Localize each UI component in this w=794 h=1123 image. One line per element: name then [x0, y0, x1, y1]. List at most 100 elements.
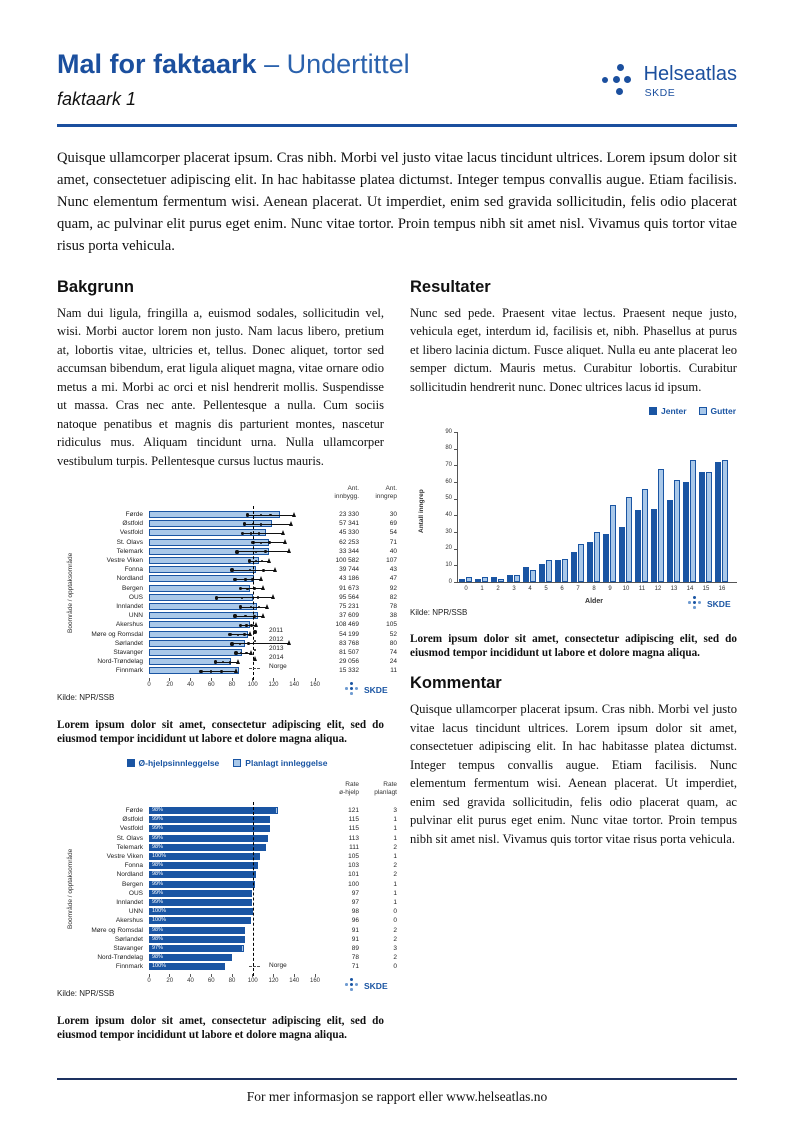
x-tick-label: 16 [718, 586, 726, 593]
error-line [240, 606, 268, 608]
legend-year-label: 2011 [269, 627, 283, 635]
y-tick-label: 60 [445, 478, 452, 485]
row-label: Østfold [122, 520, 143, 528]
legend-item: Gutter [698, 406, 736, 416]
chart1-caption: Lorem ipsum dolor sit amet, consectetur … [57, 719, 384, 746]
value-col-2: 2 [393, 935, 397, 943]
marker-2014 [233, 667, 238, 673]
marker-2013 [243, 633, 246, 637]
x-tick-label: 80 [228, 681, 236, 688]
bar-ohjelp: 99% [149, 880, 253, 888]
marker-2012 [259, 541, 263, 544]
x-tick-label: 100 [247, 681, 258, 688]
bar-gutter [497, 578, 504, 583]
bar-jenter [491, 577, 497, 583]
bar-ohjelp: 100% [149, 963, 223, 971]
y-tick-label: 50 [445, 495, 452, 502]
skde-logo-label: SKDE [364, 981, 388, 992]
x-tick-label: 11 [638, 586, 646, 593]
x-tick-label: 1 [480, 586, 484, 593]
document-label: faktaark 1 [57, 88, 137, 109]
value-col-2: 1 [393, 880, 397, 888]
value-col-2: 30 [389, 511, 397, 519]
value-col-1: 115 [348, 816, 359, 824]
marker-2014 [254, 621, 259, 627]
value-col-1: 97 [351, 889, 359, 897]
value-col-1: 95 564 [339, 593, 359, 601]
bar-planlagt [268, 816, 271, 824]
value-col-2: 54 [389, 529, 397, 537]
skde-logo-dot [688, 601, 691, 604]
bar-gutter [641, 488, 648, 583]
marker-2011 [238, 586, 243, 591]
chart-source: Kilde: NPR/SSB [57, 692, 115, 702]
y-tick-label: 70 [445, 461, 452, 468]
error-line [235, 615, 264, 617]
error-line [240, 588, 264, 590]
marker-2013 [256, 596, 260, 600]
value-col-1: 103 [348, 862, 359, 870]
row-label: Innlandet [116, 899, 143, 907]
skde-logo-dot [693, 596, 696, 600]
x-tick-label: 13 [670, 586, 678, 593]
page-header: Mal for faktaark – Undertittel faktaark … [57, 49, 737, 127]
bar-gutter [689, 460, 696, 583]
value-col-2: 2 [393, 871, 397, 879]
footer-text: For mer informasjon se rapport eller www… [246, 1089, 548, 1104]
value-col-1: 81 507 [339, 649, 359, 657]
y-tick [454, 498, 457, 500]
value-col-2: 2 [393, 926, 397, 934]
marker-2011 [199, 669, 203, 674]
value-col-1: 39 744 [339, 566, 359, 574]
bar-ohjelp: 99% [149, 899, 250, 907]
legend-item: Ø-hjelpsinnleggelse [126, 758, 219, 768]
norge-reference-line [252, 506, 254, 680]
marker-2014 [266, 557, 271, 563]
bar-gutter [625, 497, 632, 583]
marker-2013 [228, 660, 232, 664]
x-tick [314, 677, 316, 681]
value-col-1: 54 199 [339, 630, 359, 638]
error-line [232, 643, 290, 645]
intro-paragraph: Quisque ullamcorper placerat ipsum. Cras… [57, 149, 737, 255]
header-divider [57, 123, 737, 127]
error-line [232, 569, 276, 571]
marker-2013 [253, 614, 257, 618]
x-tick [169, 973, 171, 977]
marker-2012 [254, 550, 257, 553]
x-tick-label: 40 [187, 681, 194, 688]
skde-mini-logo: SKDE [345, 682, 395, 698]
left-column: Bakgrunn Nam dui ligula, fringilla a, eu… [57, 264, 397, 1053]
x-tick-label: 14 [686, 586, 694, 593]
x-tick-label: 140 [289, 977, 300, 984]
bar-planlagt [266, 834, 269, 842]
value-col-1: 111 [349, 843, 359, 851]
error-line [242, 532, 284, 534]
marker-2011 [234, 651, 238, 655]
value-col-2: 3 [393, 807, 397, 815]
x-tick [169, 677, 171, 681]
section-heading-bakgrunn: Bakgrunn [57, 277, 135, 296]
skde-logo-dot [698, 601, 701, 605]
value-col-1: 113 [348, 834, 359, 842]
row-label: Telemark [116, 547, 143, 555]
marker-2014 [249, 649, 254, 655]
value-col-1: 45 330 [339, 529, 359, 537]
bar-planlagt [249, 889, 252, 897]
value-col-1: 96 [351, 917, 359, 925]
row-label: Fonna [124, 862, 143, 870]
bar-ohjelp: 98% [149, 862, 256, 870]
marker-2014 [260, 612, 265, 618]
marker-2013 [257, 532, 261, 535]
error-line [235, 578, 262, 580]
y-tick-label: 40 [445, 511, 452, 518]
value-col-2: 105 [386, 621, 397, 629]
marker-2012 [249, 532, 252, 535]
x-tick [273, 973, 274, 977]
x-tick-label: 60 [207, 681, 215, 688]
marker-2011 [247, 559, 252, 563]
value-col-1: 83 768 [339, 639, 359, 647]
row-label: Møre og Romsdal [91, 630, 143, 638]
marker-2012 [241, 596, 244, 599]
